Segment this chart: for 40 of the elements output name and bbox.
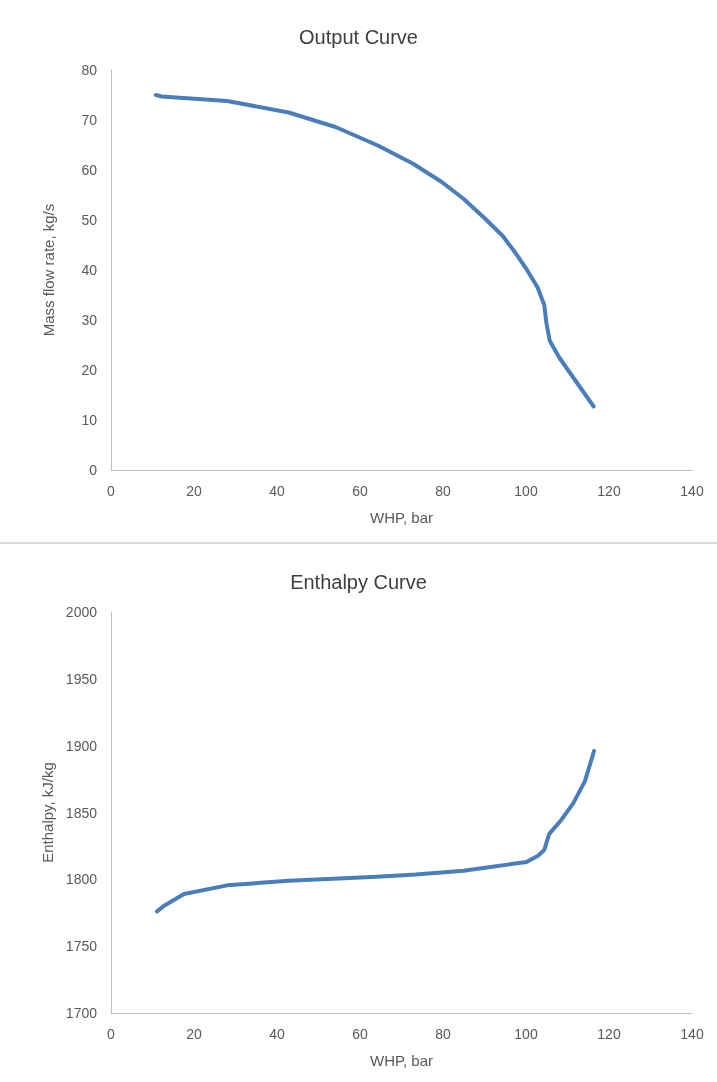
x-tick-label: 60 (352, 483, 368, 499)
chart-title: Enthalpy Curve (290, 571, 427, 593)
y-tick-label: 20 (81, 362, 98, 378)
x-tick-label: 40 (269, 1026, 285, 1042)
y-tick-label: 40 (81, 262, 98, 278)
y-tick-label: 50 (81, 212, 98, 228)
x-tick-label: 100 (514, 483, 538, 499)
y-tick-label: 1900 (65, 737, 98, 754)
y-tick-label: 0 (89, 462, 98, 478)
line-series (155, 749, 597, 914)
x-tick-label: 80 (435, 1026, 451, 1042)
x-axis-title: WHP, bar (369, 1052, 434, 1069)
y-tick-label: 70 (81, 112, 98, 128)
x-tick-label: 20 (186, 1026, 202, 1042)
y-tick-label: 10 (81, 412, 98, 428)
x-tick-label: 0 (107, 483, 116, 499)
chart-title: Output Curve (299, 26, 418, 48)
y-tick-label: 1750 (65, 938, 98, 955)
x-tick-label: 140 (680, 483, 704, 499)
y-tick-label: 1950 (65, 670, 98, 687)
x-tick-label: 100 (514, 1026, 538, 1042)
x-tick-label: 140 (680, 1026, 704, 1042)
y-tick-label: 30 (81, 312, 98, 328)
y-tick-label: 1850 (65, 804, 98, 821)
x-tick-label: 40 (269, 483, 285, 499)
y-tick-label: 1800 (65, 871, 98, 888)
x-tick-label: 0 (107, 1026, 116, 1042)
y-axis-title: Mass flow rate, kg/s (40, 203, 57, 337)
y-tick-label: 1700 (65, 1005, 98, 1021)
y-tick-label: 60 (81, 162, 98, 178)
y-tick-label: 80 (81, 62, 98, 78)
line-series (153, 93, 596, 409)
x-tick-label: 60 (352, 1026, 368, 1042)
x-tick-label: 120 (597, 1026, 621, 1042)
y-axis-title: Enthalpy, kJ/kg (38, 762, 56, 863)
x-tick-label: 120 (597, 483, 621, 499)
x-tick-label: 20 (186, 483, 202, 499)
x-axis-title: WHP, bar (369, 509, 434, 526)
x-tick-label: 80 (435, 483, 451, 499)
y-tick-label: 2000 (65, 604, 98, 620)
